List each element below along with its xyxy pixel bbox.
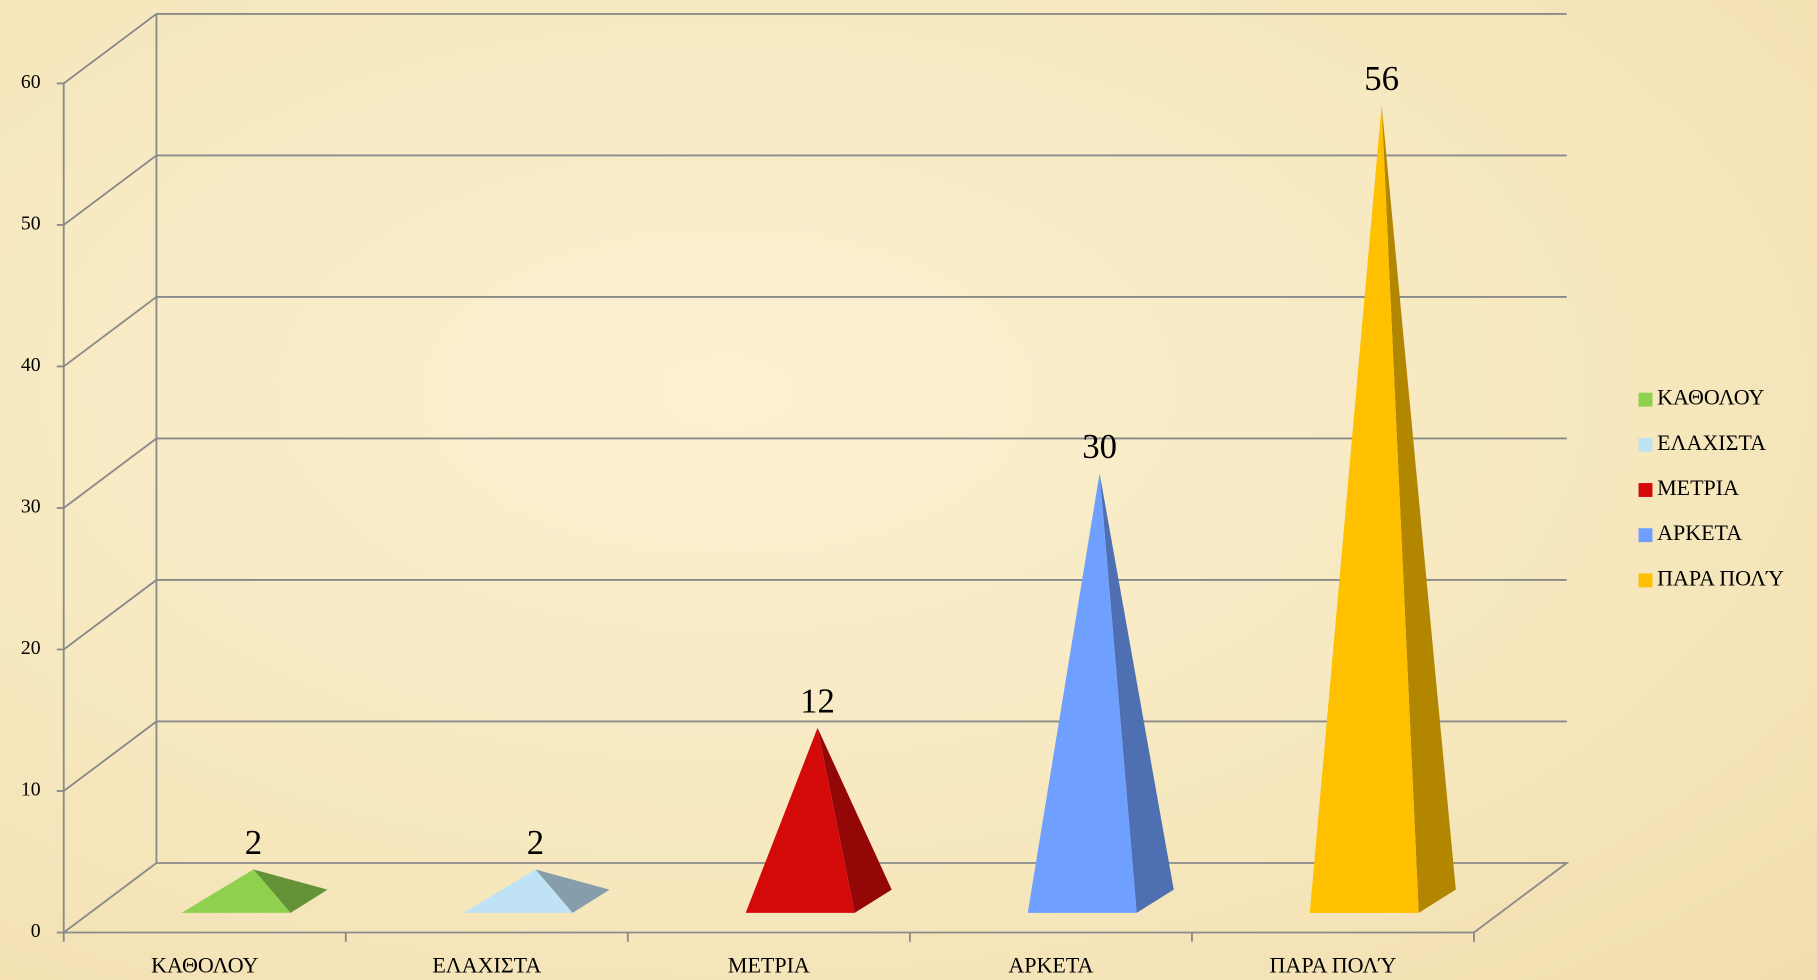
legend-label: ΚΑΘΟΛΟΥ — [1657, 385, 1764, 410]
y-tick-label: 50 — [21, 212, 41, 234]
pyramid-front — [1027, 473, 1137, 913]
grid-line — [63, 12, 1567, 85]
y-tick-label: 10 — [21, 779, 41, 801]
legend-swatch — [1638, 528, 1653, 543]
value-label: 12 — [800, 682, 835, 721]
floor — [60, 862, 1570, 934]
pyramid-side — [253, 869, 328, 913]
y-tick-label: 60 — [21, 71, 41, 93]
y-tick-label: 20 — [21, 637, 41, 659]
pyramid-front — [181, 869, 291, 913]
pyramid-side — [535, 869, 610, 913]
legend-swatch — [1638, 437, 1653, 452]
pyramid-front — [745, 727, 855, 913]
legend-label: ΑΡΚΕΤΑ — [1657, 520, 1742, 545]
y-tick-label: 30 — [21, 495, 41, 517]
legend-swatch — [1638, 392, 1653, 407]
x-tick-label: ΚΑΘΟΛΟΥ — [151, 952, 258, 977]
x-tick-label: ΑΡΚΕΤΑ — [1008, 952, 1093, 977]
grid-line — [63, 154, 1567, 226]
grid-line — [63, 296, 1567, 368]
pyramid-side — [1099, 473, 1174, 913]
legend-label: ΕΛΑΧΙΣΤΑ — [1657, 430, 1766, 455]
value-label: 2 — [245, 823, 262, 862]
legend-swatch — [1638, 573, 1653, 588]
value-label: 2 — [527, 823, 544, 862]
legend-label: ΠΑΡΑ ΠΟΛΎ — [1657, 565, 1784, 590]
x-tick-label: ΕΛΑΧΙΣΤΑ — [432, 952, 541, 977]
value-label: 56 — [1364, 59, 1399, 98]
pyramid-front — [463, 869, 573, 913]
pyramid-front — [1309, 105, 1419, 913]
x-tick-label: ΜΕΤΡΙΑ — [728, 952, 810, 977]
y-tick-label: 0 — [31, 920, 41, 942]
y-tick-label: 40 — [21, 354, 41, 376]
grid-line — [63, 437, 1567, 509]
value-label: 30 — [1082, 427, 1117, 466]
legend-swatch — [1638, 483, 1653, 497]
pyramid-side — [1381, 105, 1456, 913]
legend-label: ΜΕΤΡΙΑ — [1657, 475, 1739, 500]
pyramid-side — [817, 727, 892, 913]
x-tick-label: ΠΑΡΑ ΠΟΛΎ — [1270, 952, 1397, 977]
